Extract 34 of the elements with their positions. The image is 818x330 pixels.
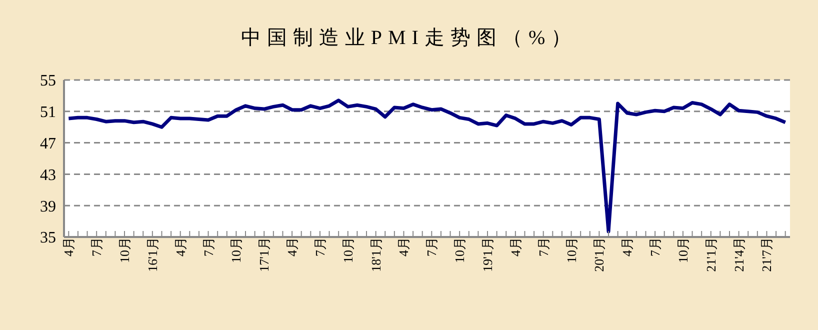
x-tick-label: 4月 [620, 237, 635, 256]
x-tick-label: 20'1月 [592, 237, 607, 272]
y-tick-label: 39 [40, 198, 56, 216]
y-tick-label: 51 [40, 104, 56, 122]
x-tick-label: 21'1月 [703, 237, 718, 272]
x-tick-label: 10月 [117, 237, 132, 263]
x-tick-label: 7月 [200, 237, 216, 256]
x-tick-label: 7月 [536, 237, 551, 256]
x-tick-label: 4月 [284, 237, 300, 256]
x-tick-label: 7月 [89, 237, 104, 256]
x-tick-label: 10月 [340, 237, 356, 263]
y-tick-label: 43 [40, 166, 56, 184]
chart-title: 中国制造业PMI走势图（%） [240, 26, 578, 51]
x-tick-label: 7月 [424, 237, 440, 256]
x-tick-label: 19'1月 [480, 237, 495, 272]
x-tick-label: 10月 [452, 237, 468, 263]
y-tick-label: 35 [40, 230, 56, 247]
x-tick-label: 21'7月 [759, 237, 774, 272]
x-tick-label: 17'1月 [256, 237, 272, 272]
x-tick-label: 7月 [312, 237, 328, 256]
x-tick-label: 4月 [396, 237, 412, 256]
y-tick-label: 47 [40, 135, 56, 152]
x-tick-label: 10月 [228, 237, 244, 263]
y-tick-label: 55 [40, 72, 56, 90]
x-tick-label: 16'1月 [144, 237, 160, 272]
x-tick-label: 4月 [172, 237, 188, 256]
x-tick-label: 10月 [564, 237, 579, 263]
x-tick-label: 18'1月 [368, 237, 384, 272]
x-tick-label: 21'4月 [731, 237, 746, 272]
line-series [66, 98, 788, 234]
x-tick-label: 10月 [675, 237, 690, 263]
x-tick-label: 4月 [508, 237, 523, 256]
x-tick-label: 7月 [648, 237, 663, 256]
x-tick-label: 4月 [61, 237, 76, 256]
